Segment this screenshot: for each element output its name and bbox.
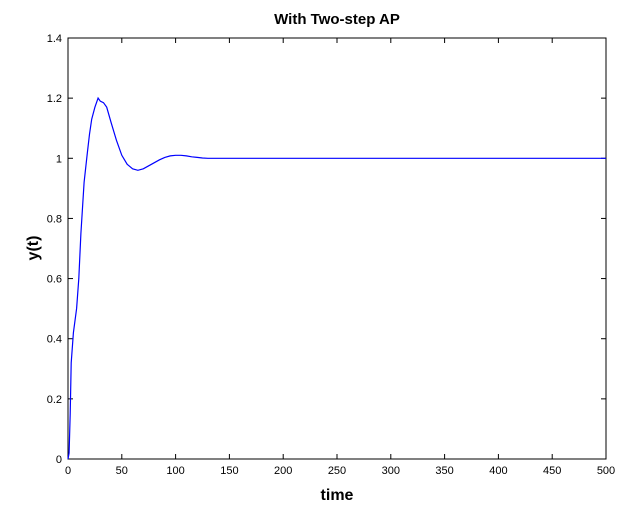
chart-title: With Two-step AP bbox=[274, 11, 400, 28]
series-line bbox=[67, 96, 606, 460]
x-tick-label: 150 bbox=[220, 465, 238, 477]
y-tick-label: 0 bbox=[56, 454, 62, 466]
x-tick-label: 100 bbox=[166, 465, 184, 477]
y-tick-label: 0.2 bbox=[47, 394, 62, 406]
y-axis-label: y(t) bbox=[25, 236, 42, 261]
x-tick-label: 50 bbox=[116, 465, 128, 477]
y-tick-label: 0.8 bbox=[47, 213, 62, 225]
x-tick-label: 350 bbox=[435, 465, 453, 477]
y-tick-label: 1.2 bbox=[47, 93, 62, 105]
y-tick-label: 0.6 bbox=[47, 274, 62, 286]
x-tick-label: 300 bbox=[382, 465, 400, 477]
y-tick-label: 0.4 bbox=[47, 334, 62, 346]
y-tick-labels: 0 0.2 0.4 0.6 0.8 1 1.2 1.4 bbox=[47, 33, 62, 466]
x-tick-label: 450 bbox=[543, 465, 561, 477]
x-tick-label: 500 bbox=[597, 465, 615, 477]
y-tick-label: 1.4 bbox=[47, 33, 62, 45]
x-tick-label: 0 bbox=[65, 465, 71, 477]
plot-area bbox=[67, 37, 607, 460]
x-tick-label: 250 bbox=[328, 465, 346, 477]
x-tick-label: 400 bbox=[489, 465, 507, 477]
x-axis-label: time bbox=[321, 487, 354, 504]
x-tick-label: 200 bbox=[274, 465, 292, 477]
x-tick-labels: 0 50 100 150 200 250 300 350 400 450 500 bbox=[65, 465, 615, 477]
y-tick-label: 1 bbox=[56, 153, 62, 165]
